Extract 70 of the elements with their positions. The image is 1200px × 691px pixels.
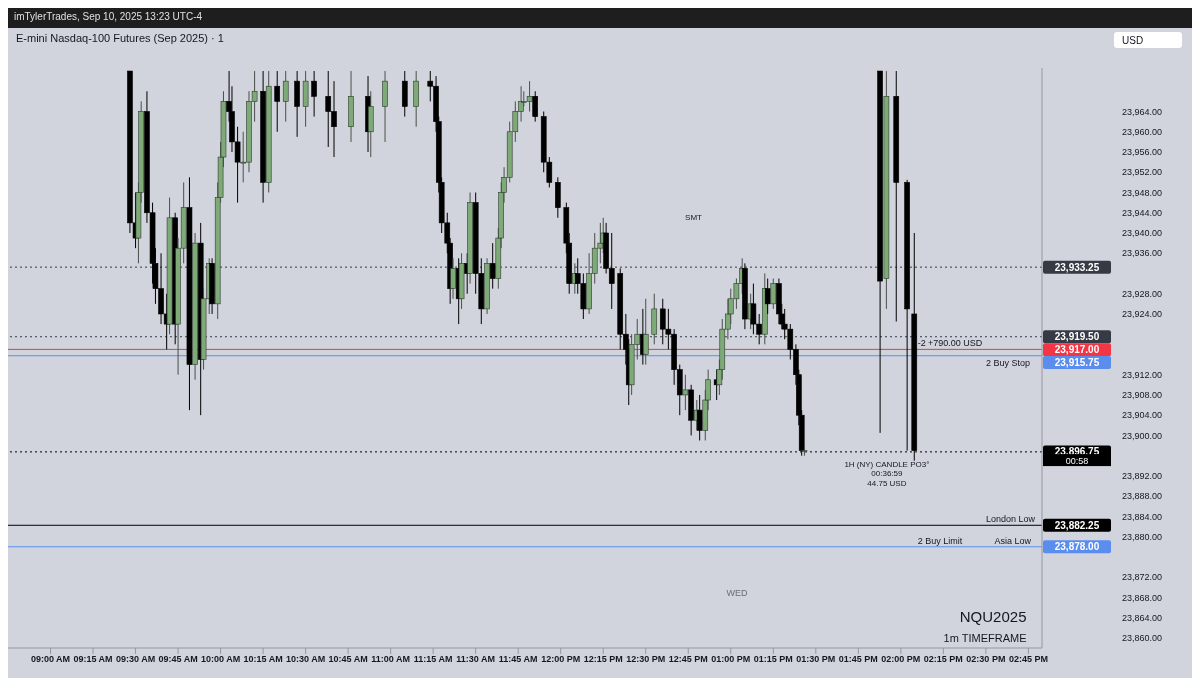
- y-tick-label: 23,860.00: [1122, 633, 1163, 644]
- ref-line-label: 23,917.00: [1054, 344, 1100, 356]
- y-tick-label: 23,880.00: [1122, 531, 1163, 542]
- ref-line-label: 23,882.25: [1054, 519, 1100, 531]
- annotation: 00:36:59: [871, 469, 904, 479]
- x-tick-label: 10:45 AM: [328, 654, 368, 665]
- x-tick-label: 10:30 AM: [286, 654, 326, 665]
- y-tick-label: 23,944.00: [1122, 207, 1163, 218]
- x-tick-label: 09:30 AM: [115, 654, 156, 665]
- annotation: +790.00 USD: [928, 338, 983, 349]
- y-tick-label: 23,940.00: [1122, 228, 1163, 239]
- ref-line-label: 23,919.50: [1054, 331, 1100, 343]
- y-tick-label: 23,956.00: [1122, 147, 1163, 158]
- x-tick-label: 09:15 AM: [73, 654, 113, 665]
- annotation: NQU2025: [959, 607, 1027, 625]
- y-tick-label: 23,900.00: [1122, 430, 1163, 441]
- ref-line-label: 23,915.75: [1054, 356, 1100, 368]
- y-tick-label: 23,884.00: [1122, 511, 1163, 522]
- annotation: London Low: [985, 514, 1036, 525]
- y-tick-label: 23,868.00: [1122, 592, 1163, 603]
- y-axis-title: USD: [1122, 35, 1144, 46]
- ref-line-label: 23,933.25: [1054, 261, 1100, 273]
- x-tick-label: 01:30 PM: [796, 654, 836, 665]
- y-tick-label: 23,964.00: [1122, 106, 1163, 117]
- x-tick-label: 01:00 PM: [711, 654, 751, 665]
- y-tick-label: 23,908.00: [1122, 390, 1163, 401]
- annotation: WED: [726, 587, 748, 598]
- x-tick-label: 02:45 PM: [1008, 654, 1048, 665]
- annotation: 2 Buy Stop: [985, 357, 1030, 368]
- y-tick-label: 23,912.00: [1122, 369, 1163, 380]
- y-tick-label: 23,904.00: [1122, 410, 1163, 421]
- y-tick-label: 23,960.00: [1122, 126, 1163, 137]
- x-tick-label: 01:15 PM: [753, 654, 793, 665]
- y-tick-label: 23,864.00: [1122, 612, 1163, 623]
- x-tick-label: 02:15 PM: [923, 654, 963, 665]
- y-tick-label: 23,952.00: [1122, 167, 1163, 178]
- ref-line-label: 23,896.75: [1054, 446, 1100, 458]
- annotation: 1H (NY) CANDLE PO3°: [844, 460, 930, 470]
- y-tick-label: 23,948.00: [1122, 187, 1163, 198]
- y-tick-label: 23,936.00: [1122, 248, 1163, 259]
- x-tick-label: 02:00 PM: [881, 654, 921, 665]
- annotation: Asia Low: [994, 535, 1032, 546]
- annotation: -2: [917, 338, 926, 349]
- x-tick-label: 09:45 AM: [158, 654, 198, 665]
- x-tick-label: 12:00 PM: [541, 654, 581, 665]
- x-tick-label: 12:15 PM: [583, 654, 623, 665]
- x-tick-label: 12:45 PM: [668, 654, 708, 665]
- chart-title: E-mini Nasdaq-100 Futures (Sep 2025) · 1: [16, 32, 224, 44]
- x-tick-label: 11:30 AM: [456, 654, 496, 665]
- y-tick-label: 23,924.00: [1122, 309, 1163, 320]
- text: 00:58: [1065, 455, 1089, 466]
- x-tick-label: 02:30 PM: [966, 654, 1006, 665]
- y-tick-label: 23,892.00: [1122, 471, 1163, 482]
- y-tick-label: 23,872.00: [1122, 572, 1163, 583]
- ref-line-label: 23,878.00: [1054, 541, 1100, 553]
- x-tick-label: 11:15 AM: [413, 654, 453, 665]
- x-tick-label: 11:45 AM: [498, 654, 538, 665]
- annotation: 2 Buy Limit: [917, 535, 963, 546]
- x-tick-label: 11:00 AM: [371, 654, 410, 665]
- x-tick-label: 01:45 PM: [838, 654, 878, 665]
- y-tick-label: 23,888.00: [1122, 491, 1163, 502]
- x-tick-label: 10:00 AM: [200, 654, 241, 665]
- y-tick-label: 23,928.00: [1122, 288, 1163, 299]
- annotation: 1m TIMEFRAME: [943, 632, 1027, 645]
- annotation: SMT: [685, 212, 703, 222]
- x-tick-label: 09:00 AM: [30, 654, 71, 665]
- x-tick-label: 10:15 AM: [243, 654, 283, 665]
- x-tick-label: 12:30 PM: [626, 654, 666, 665]
- chart-subtitle: imTylerTrades, Sep 10, 2025 13:23 UTC-4: [13, 10, 204, 24]
- annotation: 44.75 USD: [867, 478, 907, 488]
